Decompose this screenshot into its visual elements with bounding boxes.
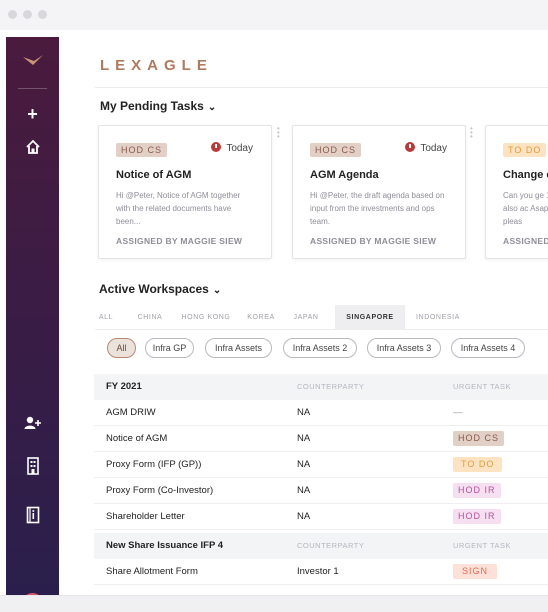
active-workspaces-title: Active Workspaces [99,282,209,296]
main-content: LEXAGLE My Pending Tasks ⌄ HOD CS Today N… [59,37,548,595]
task-assigned-by: ASSIGNED BY MAGGIE SIEW [116,236,243,246]
due-date: Today [211,142,253,154]
window-close-button[interactable] [8,10,17,19]
add-user-icon[interactable] [6,415,59,437]
add-icon[interactable]: + [27,104,38,124]
filter-infra-assets-4[interactable]: Infra Assets 4 [451,338,525,358]
active-workspaces-header[interactable]: Active Workspaces ⌄ [99,282,221,296]
row-counterparty: NA [297,485,311,496]
clock-icon [405,142,416,152]
task-description: Hi @Peter, the draft agenda based on inp… [310,191,445,226]
table-group-header[interactable]: FY 2021 COUNTERPARTY URGENT TASK [94,374,548,400]
row-name: AGM DRIW [106,407,156,418]
window-maximize-button[interactable] [38,10,47,19]
task-description: Can you ge 1 to also ac Asap pleas [503,191,548,226]
row-task: — [453,407,463,418]
window-minimize-button[interactable] [23,10,32,19]
column-header-urgent-task: URGENT TASK [453,541,512,550]
clock-icon [211,142,222,152]
sidebar: + PL [6,37,59,612]
window-chrome [0,0,548,30]
table-group-header[interactable]: New Share Issuance IFP 4 COUNTERPARTY UR… [94,533,548,559]
book-icon[interactable] [6,506,59,530]
filter-infra-assets[interactable]: Infra Assets [205,338,272,358]
logo-icon[interactable] [6,53,59,75]
more-icon[interactable]: • • • [470,124,473,141]
filter-all[interactable]: All [107,338,136,358]
task-badge: HOD IR [453,508,501,524]
table-row[interactable]: Notice of AGM NA HOD CS [94,426,548,452]
row-name: Share Allotment Form [106,566,198,577]
tab-china[interactable]: CHINA [137,314,163,321]
row-name: Notice of AGM [106,433,168,444]
group-name: FY 2021 [106,381,142,392]
task-title: Notice of AGM [116,169,192,181]
more-icon[interactable]: • • • [277,124,280,141]
task-badge: HOD IR [453,482,501,498]
task-badge: SIGN [453,563,498,579]
pending-tasks-header[interactable]: My Pending Tasks ⌄ [100,99,216,113]
filter-infra-gp[interactable]: Infra GP [145,338,194,358]
table-row[interactable]: Proxy Form (IFP (GP)) NA TO DO [94,452,548,478]
brand-logo: LEXAGLE [100,57,213,74]
header-divider [95,87,548,88]
task-assigned-by: ASSIGNED BY MAGGIE SIEW [310,236,437,246]
row-name: Proxy Form (Co-Investor) [106,485,214,496]
row-counterparty: NA [297,433,311,444]
task-card[interactable]: TO DO Change o Can you ge 1 to also ac A… [485,125,548,259]
task-badge: TO DO [503,143,547,157]
table-row[interactable]: Shareholder Letter NA HOD IR [94,504,548,530]
table-row[interactable]: AGM DRIW NA — [94,400,548,426]
tab-hong-kong[interactable]: HONG KONG [181,314,231,321]
tab-indonesia[interactable]: INDONESIA [416,314,460,321]
tab-singapore[interactable]: SINGAPORE [335,305,405,330]
table-row[interactable]: Proxy Form (Co-Investor) NA HOD IR [94,478,548,504]
column-header-counterparty: COUNTERPARTY [297,541,365,550]
task-badge: HOD CS [453,430,505,446]
task-badge: HOD CS [310,143,362,157]
task-card[interactable]: HOD CS Today AGM Agenda Hi @Peter, the d… [292,125,466,259]
row-counterparty: NA [297,459,311,470]
region-tabs: ALL CHINA HONG KONG KOREA JAPAN SINGAPOR… [95,305,548,330]
row-counterparty: NA [297,407,311,418]
due-date: Today [405,142,447,154]
tab-all[interactable]: ALL [98,314,114,321]
bottom-bar [0,595,548,612]
task-card[interactable]: HOD CS Today Notice of AGM Hi @Peter, No… [98,125,272,259]
task-title: AGM Agenda [310,169,379,181]
pending-tasks-title: My Pending Tasks [100,99,204,113]
filter-infra-assets-2[interactable]: Infra Assets 2 [283,338,357,358]
column-header-urgent-task: URGENT TASK [453,382,512,391]
sidebar-divider [18,88,47,89]
home-icon[interactable] [6,139,59,161]
workspace-filters: All Infra GP Infra Assets Infra Assets 2… [95,338,548,366]
table-row[interactable]: Share Allotment Form Investor 1 SIGN [94,559,548,585]
task-title: Change o [503,169,548,181]
chevron-down-icon: ⌄ [212,285,222,296]
row-counterparty: NA [297,511,311,522]
column-header-counterparty: COUNTERPARTY [297,382,365,391]
filter-infra-assets-3[interactable]: Infra Assets 3 [367,338,441,358]
task-badge: HOD CS [116,143,168,157]
chevron-down-icon: ⌄ [207,102,217,113]
task-assigned-by: ASSIGNED [503,236,548,246]
row-name: Proxy Form (IFP (GP)) [106,459,202,470]
group-name: New Share Issuance IFP 4 [106,540,224,551]
building-icon[interactable] [6,457,59,481]
row-name: Shareholder Letter [106,511,185,522]
tab-korea[interactable]: KOREA [247,314,275,321]
row-counterparty: Investor 1 [297,566,339,577]
tab-japan[interactable]: JAPAN [293,314,319,321]
task-description: Hi @Peter, Notice of AGM together with t… [116,191,241,226]
task-badge: TO DO [453,456,503,472]
